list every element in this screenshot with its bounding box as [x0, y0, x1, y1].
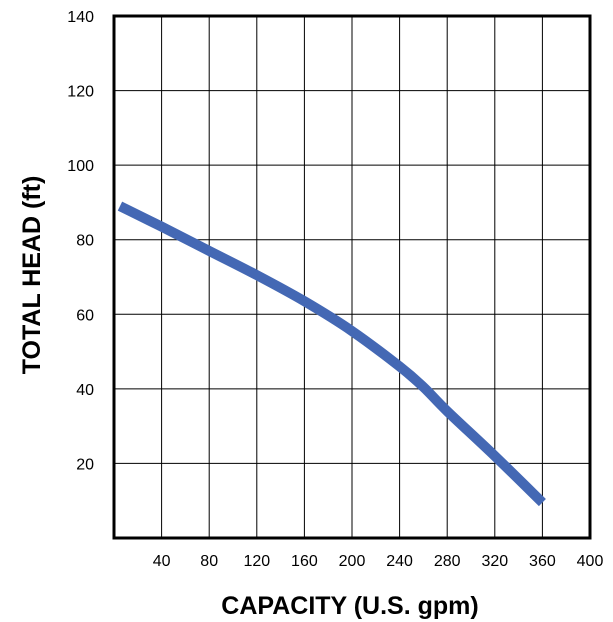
y-tick-label: 40 — [76, 382, 94, 399]
series-line — [117, 201, 546, 507]
x-tick-label: 360 — [529, 553, 556, 570]
x-tick-label: 200 — [339, 553, 366, 570]
x-tick-labels: 40 80 120 160 200 240 280 320 360 400 — [153, 553, 604, 570]
x-axis-title: CAPACITY (U.S. gpm) — [221, 592, 478, 620]
y-tick-labels: 20 40 60 80 100 120 140 — [67, 9, 94, 473]
x-tick-label: 240 — [386, 553, 413, 570]
series-layer — [117, 201, 546, 507]
x-tick-label: 80 — [200, 553, 218, 570]
x-tick-label: 160 — [291, 553, 318, 570]
x-tick-label: 40 — [153, 553, 171, 570]
x-tick-label: 400 — [577, 553, 604, 570]
y-tick-label: 80 — [76, 233, 94, 250]
y-tick-label: 20 — [76, 456, 94, 473]
plot-frame — [112, 14, 592, 540]
y-tick-label: 120 — [67, 84, 94, 101]
x-tick-label: 280 — [434, 553, 461, 570]
y-tick-label: 100 — [67, 158, 94, 175]
x-tick-label: 320 — [481, 553, 508, 570]
x-tick-label: 120 — [243, 553, 270, 570]
y-axis-title: TOTAL HEAD (ft) — [18, 176, 46, 375]
y-tick-label: 140 — [67, 9, 94, 26]
grid-lines — [114, 15, 591, 538]
y-tick-label: 60 — [76, 307, 94, 324]
